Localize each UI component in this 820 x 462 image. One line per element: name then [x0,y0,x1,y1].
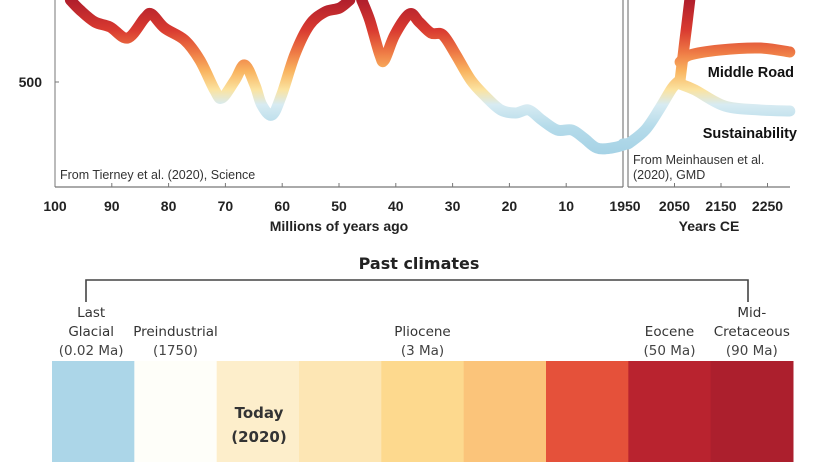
past-x-tick-label: 50 [331,198,347,214]
past-climates-title: Past climates [359,254,480,273]
color-strip-segment [463,361,547,462]
climate-label: Last Glacial (0.02 Ma) [59,305,124,359]
future-x-tick-label: 2050 [659,198,690,214]
future-x-tick-label: 2250 [752,198,783,214]
past-series [64,0,633,155]
past-x-tick-label: 70 [218,198,234,214]
past-x-tick-label: 60 [274,198,290,214]
color-strip-segment [299,361,382,462]
climate-age: (90 Ma) [726,343,778,359]
past-x-ticks: 100 90 80 70 60 50 40 30 20 10 [43,183,574,214]
climate-name: Preindustrial [133,324,218,340]
middle-road-line [674,42,796,68]
color-strip-segment [216,361,300,462]
future-series [622,0,796,150]
past-x-tick-label: 20 [502,198,518,214]
color-strip-segment [546,361,629,462]
future-source-note-line1: From Meinhausen et al. [633,153,764,167]
past-climates-section: Past climates Last Glacial (0.02 Ma) Preind… [52,254,794,462]
future-x-tick-label: 2150 [705,198,736,214]
climate-name: Eocene [645,324,694,340]
color-strip-segment [52,361,135,462]
today-label-line2: (2020) [231,428,286,446]
today-label-line1: Today [235,404,284,422]
climate-age: (3 Ma) [401,343,444,359]
past-x-tick-label: 40 [388,198,404,214]
climate-name: Mid- [737,305,766,321]
past-x-tick-label: 80 [161,198,177,214]
future-x-tick-label: 1950 [609,198,640,214]
past-panel: 500 100 90 80 70 60 50 40 30 20 10 Millions of ye… [19,0,633,234]
climate-name: Cretaceous [714,324,790,340]
past-source-note: From Tierney et al. (2020), Science [60,168,255,182]
climate-age: (50 Ma) [644,343,696,359]
climate-label: Preindustrial (1750) [133,324,218,359]
climate-age: (0.02 Ma) [59,343,124,359]
color-strip-segment [628,361,712,462]
future-x-axis-title: Years CE [679,218,740,234]
color-strip-segment [134,361,218,462]
future-panel: 1950 2050 2150 2250 Years CE From Meinhause… [609,0,797,234]
past-x-tick-label: 100 [43,198,67,214]
sustainability-label: Sustainability [703,126,797,142]
past-line-1 [64,0,356,121]
future-source-note-line2: (2020), GMD [633,168,705,182]
climate-label: Eocene (50 Ma) [644,324,696,359]
color-strip-segment [381,361,465,462]
past-x-tick-label: 30 [445,198,461,214]
climate-name: Pliocene [394,324,451,340]
sustainability-line [674,78,796,117]
color-strip [52,361,794,462]
past-climates-bracket [85,279,749,302]
past-x-axis-title: Millions of years ago [270,218,408,234]
climate-name: Last [77,305,105,321]
high-emissions-line [674,0,696,86]
future-x-ticks: 1950 2050 2150 2250 [609,183,783,214]
past-x-tick-label: 90 [104,198,120,214]
color-strip-segment [710,361,794,462]
climate-age: (1750) [153,343,198,359]
climate-label: Mid- Cretaceous (90 Ma) [714,305,790,359]
climate-label: Pliocene (3 Ma) [394,324,451,359]
historical-line [622,74,686,150]
past-line-2 [356,0,633,155]
past-x-tick-label: 10 [558,198,574,214]
y-tick-label-500: 500 [19,74,43,90]
climate-name: Glacial [68,324,114,340]
middle-road-label: Middle Road [708,65,794,81]
